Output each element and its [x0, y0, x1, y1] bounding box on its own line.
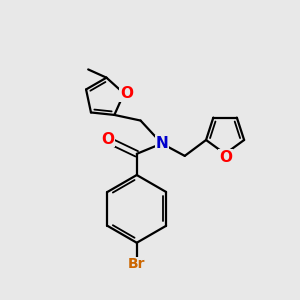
- Text: O: O: [120, 86, 133, 101]
- Text: O: O: [101, 132, 114, 147]
- Text: N: N: [155, 136, 168, 151]
- Text: O: O: [219, 150, 232, 165]
- Text: Br: Br: [128, 257, 146, 271]
